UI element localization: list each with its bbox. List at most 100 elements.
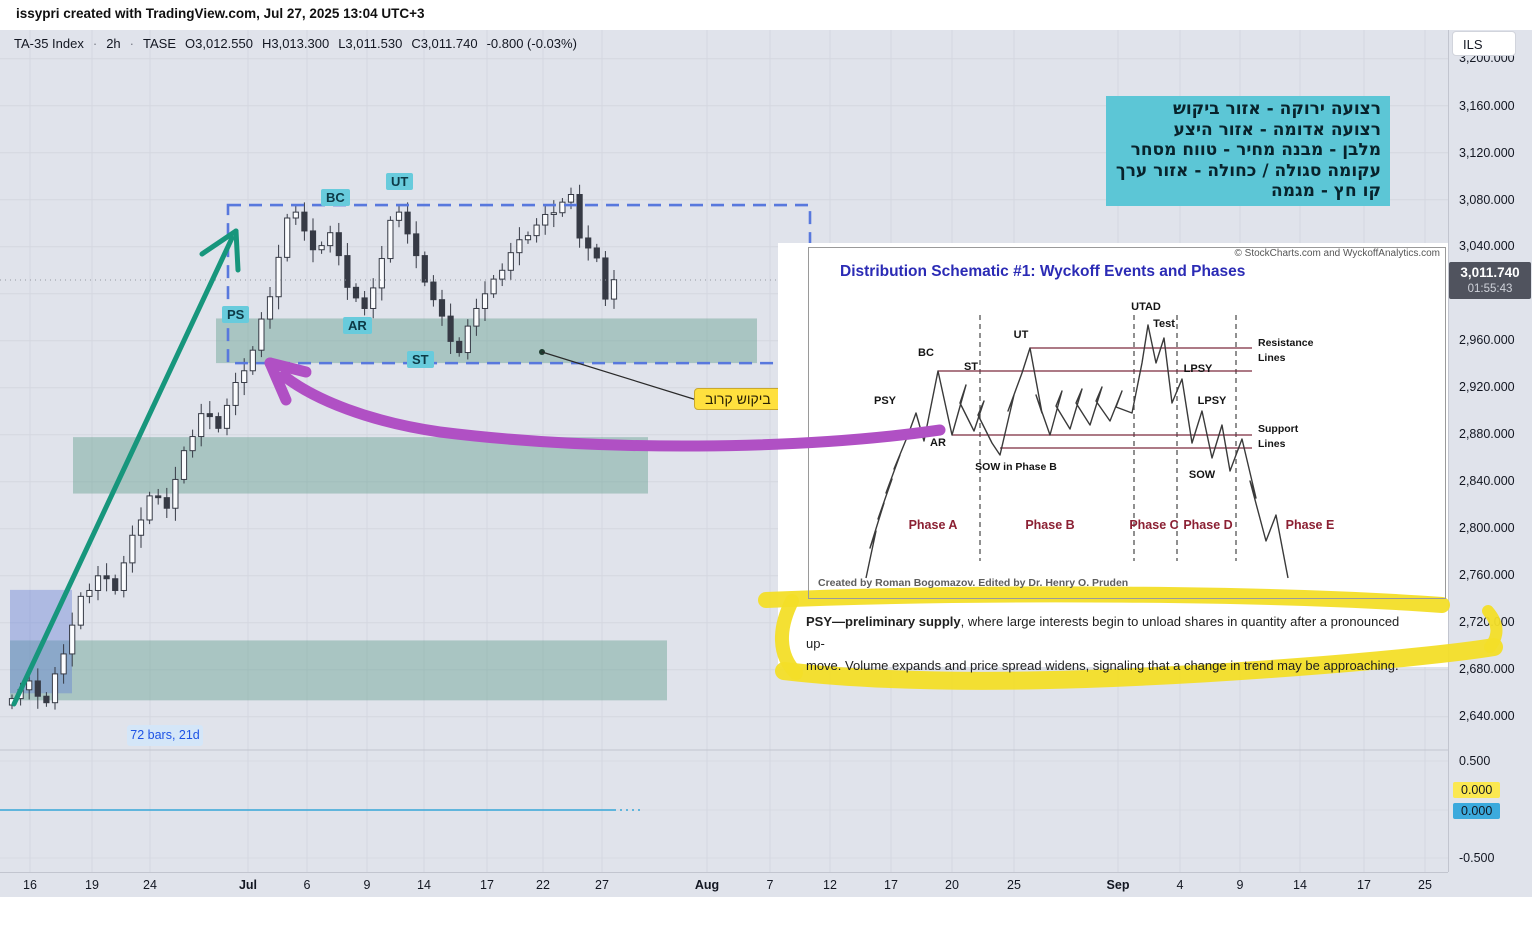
symbol-header[interactable]: TA-35 Index · 2h · TASE O3,012.550 H3,01… — [14, 36, 577, 51]
time-axis[interactable]: 16 19 24 Jul 6 9 14 17 22 27 Aug 7 12 17 20 25 Sep 4 9 14 17… — [0, 872, 1448, 898]
ohlc-open: O3,012.550 — [185, 36, 253, 51]
time-axis-label: 16 — [23, 878, 37, 892]
demand-callout-label[interactable]: ביקוש קרוב — [694, 388, 782, 410]
schematic-event-BC: BC — [918, 347, 934, 359]
legend-note-line-3: מלבן - מבנה מחיר - טווח מסחר — [1130, 140, 1381, 161]
price-axis[interactable]: 3,200.000 3,160.000 3,120.000 3,080.000 3,04… — [1448, 30, 1532, 872]
measure-tool-label[interactable]: 72 bars, 21d — [127, 725, 203, 746]
schematic-event-UT: UT — [1013, 329, 1029, 341]
footer-bar: TradingView — [0, 897, 1532, 933]
time-axis-label: Aug — [694, 878, 720, 892]
price-axis-label: 3,040.000 — [1459, 239, 1515, 253]
separator-dot: · — [92, 36, 98, 51]
ohlc-low: L3,011.530 — [338, 36, 403, 51]
schematic-border-box — [808, 247, 1446, 599]
time-axis-label: 9 — [363, 878, 371, 892]
last-price-badge: 3,011.740 01:55:43 — [1449, 262, 1531, 299]
schematic-phase-e: Phase E — [1285, 518, 1335, 532]
price-axis-label: 3,080.000 — [1459, 193, 1515, 207]
time-axis-label: 22 — [536, 878, 550, 892]
schematic-event-ST: ST — [963, 361, 979, 373]
separator-dot: · — [129, 36, 135, 51]
time-axis-label: 14 — [417, 878, 431, 892]
schematic-event-PSY: PSY — [873, 395, 897, 407]
price-axis-label: 2,920.000 — [1459, 380, 1515, 394]
ohlc-change: -0.800 (-0.03%) — [486, 36, 577, 51]
bar-countdown: 01:55:43 — [1467, 283, 1513, 295]
time-axis-label: 27 — [595, 878, 609, 892]
price-axis-label: 2,760.000 — [1459, 568, 1515, 582]
zone-demand-band-upper[interactable] — [216, 318, 757, 364]
event-chip-AR[interactable]: AR — [343, 317, 372, 334]
schematic-event-SOW: SOW in Phase B — [975, 461, 1057, 473]
time-axis-label: 17 — [884, 878, 898, 892]
interval[interactable]: 2h — [106, 36, 121, 51]
time-axis-label: 19 — [85, 878, 99, 892]
schematic-phase-a: Phase A — [908, 518, 958, 532]
event-chip-PS[interactable]: PS — [222, 306, 250, 323]
time-axis-label: Jul — [238, 878, 258, 892]
schematic-phase-d: Phase D — [1183, 518, 1233, 532]
legend-note-line-1: רצועה ירוקה - אזור ביקוש — [1172, 99, 1381, 119]
schematic-side-label: Resistance — [1258, 337, 1314, 349]
psy-definition-text: PSY—preliminary supply, where large inte… — [806, 611, 1421, 677]
event-chip-UT[interactable]: UT — [386, 173, 414, 190]
legend-note-line-2: רצועה אדומה - אזור היצע — [1173, 119, 1381, 140]
schematic-event-LPSY: LPSY — [1197, 395, 1227, 407]
psy-definition-bold: PSY—preliminary supply — [806, 614, 961, 629]
time-axis-label: 6 — [303, 878, 311, 892]
price-axis-label: 2,680.000 — [1459, 662, 1515, 676]
indicator-axis-label: 0.000 — [1453, 803, 1501, 819]
event-chip-BC[interactable]: BC — [321, 189, 350, 206]
time-axis-label: 12 — [823, 878, 837, 892]
price-axis-label: 3,120.000 — [1459, 146, 1515, 160]
time-axis-label: Sep — [1106, 878, 1130, 892]
price-axis-label: 2,640.000 — [1459, 709, 1515, 723]
wyckoff-schematic-inset[interactable]: © StockCharts.com and WyckoffAnalytics.c… — [758, 243, 1503, 690]
time-axis-label: 17 — [1357, 878, 1371, 892]
attribution-text: issypri created with TradingView.com, Ju… — [16, 6, 425, 21]
indicator-axis-label: -0.500 — [1459, 851, 1495, 865]
zone-demand-band-lower[interactable] — [10, 640, 667, 701]
attribution-bar: issypri created with TradingView.com, Ju… — [0, 0, 1532, 30]
currency-button[interactable]: ILS — [1452, 31, 1516, 56]
schematic-title: Distribution Schematic #1: Wyckoff Event… — [840, 263, 1246, 280]
schematic-event-LPSY: LPSY — [1183, 363, 1213, 375]
time-axis-label: 4 — [1176, 878, 1184, 892]
price-axis-label: 2,880.000 — [1459, 427, 1515, 441]
exchange: TASE — [143, 36, 177, 51]
schematic-event-SOW: SOW — [1188, 469, 1216, 481]
schematic-event-Test: Test — [1153, 318, 1175, 330]
yellow-highlighter-strokes — [758, 586, 1503, 690]
trend-arrow[interactable] — [11, 228, 241, 707]
indicator-axis-label: 0.000 — [1453, 782, 1501, 798]
time-axis-label: 14 — [1293, 878, 1307, 892]
schematic-credit: Created by Roman Bogomazov. Edited by Dr… — [818, 577, 1129, 589]
schematic-side-label: Support — [1258, 423, 1299, 435]
indicator-axis-label: 0.500 — [1459, 754, 1491, 768]
price-axis-label: 2,800.000 — [1459, 521, 1515, 535]
psy-definition-line1: , where large interests begin to unload … — [806, 614, 1400, 651]
psy-definition-line2: move. Volume expands and price spread wi… — [806, 658, 1399, 673]
price-axis-label: 2,960.000 — [1459, 333, 1515, 347]
event-chip-ST[interactable]: ST — [407, 351, 434, 368]
time-axis-label: 7 — [766, 878, 774, 892]
candlestick-series — [8, 184, 618, 710]
zone-demand-band-mid[interactable] — [73, 437, 648, 494]
ohlc-high: H3,013.300 — [261, 36, 330, 51]
schematic-event-UTAD: UTAD — [1131, 301, 1161, 313]
price-axis-label: 3,160.000 — [1459, 99, 1515, 113]
price-axis-label: 2,840.000 — [1459, 474, 1515, 488]
time-axis-label: 9 — [1236, 878, 1244, 892]
time-axis-label: 20 — [945, 878, 959, 892]
last-price-value: 3,011.740 — [1460, 265, 1520, 280]
schematic-event-AR: AR — [930, 437, 946, 449]
time-axis-label: 25 — [1007, 878, 1021, 892]
symbol-title[interactable]: TA-35 Index — [14, 36, 84, 51]
time-axis-label: 25 — [1418, 878, 1432, 892]
legend-note-box[interactable]: רצועה ירוקה - אזור ביקוש רצועה אדומה - אז… — [1106, 96, 1390, 206]
time-axis-label: 24 — [143, 878, 157, 892]
schematic-phase-b: Phase B — [1025, 518, 1075, 532]
